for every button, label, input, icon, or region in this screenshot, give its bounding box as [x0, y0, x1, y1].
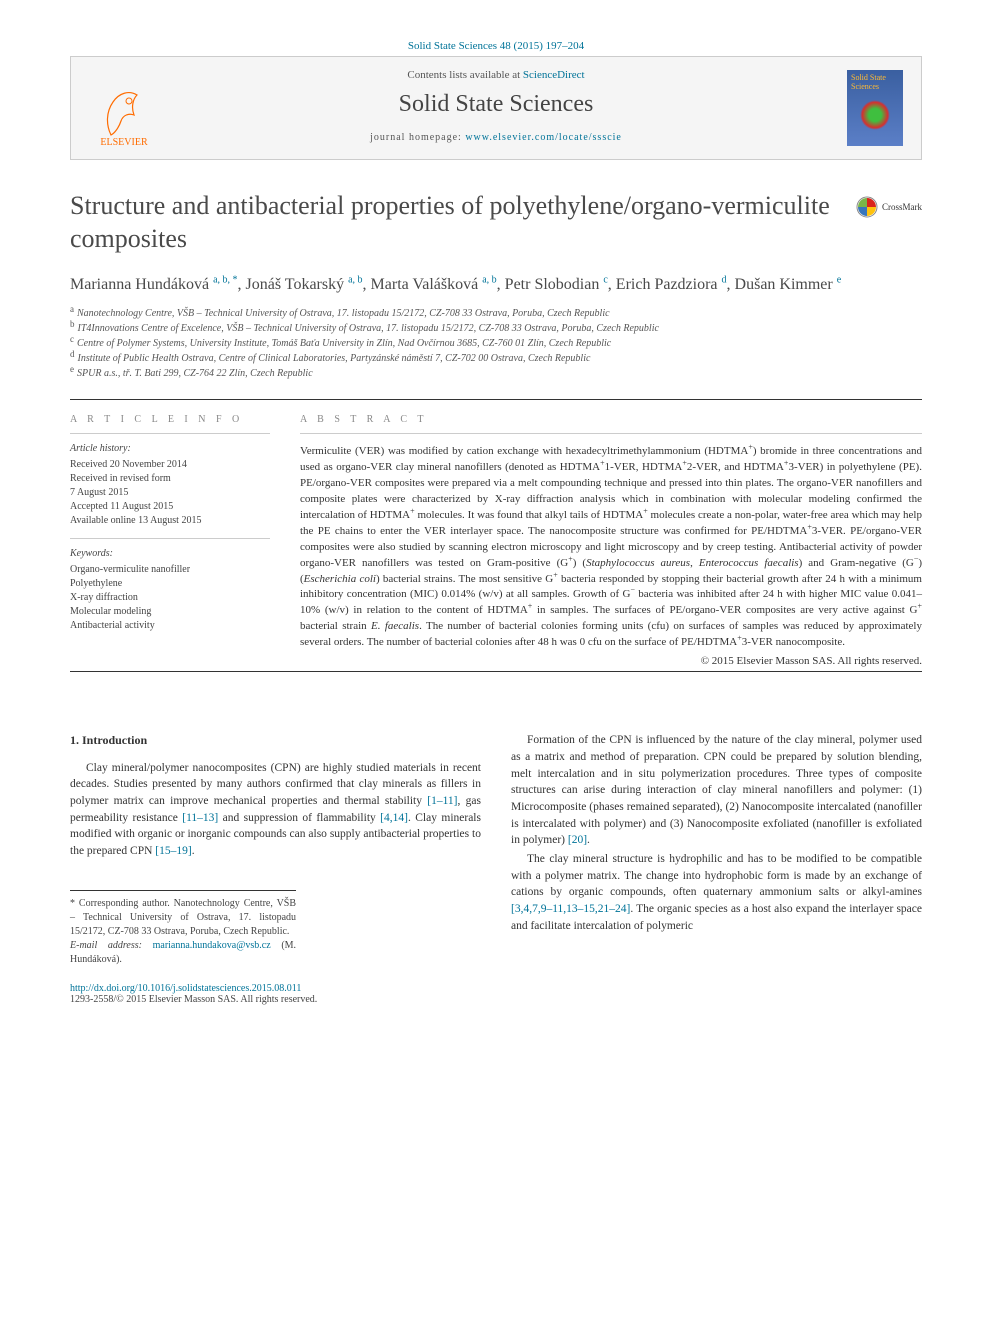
citation-bar: Solid State Sciences 48 (2015) 197–204	[70, 40, 922, 52]
doi-link[interactable]: http://dx.doi.org/10.1016/j.solidstatesc…	[70, 983, 301, 994]
journal-cover-thumbnail: Solid State Sciences	[847, 70, 903, 146]
sciencedirect-link[interactable]: ScienceDirect	[523, 69, 585, 81]
journal-name: Solid State Sciences	[71, 91, 921, 118]
abstract-label: A B S T R A C T	[300, 404, 922, 433]
section-heading: 1. Introduction	[70, 732, 481, 749]
paragraph: Formation of the CPN is influenced by th…	[511, 732, 922, 849]
article-info-label: A R T I C L E I N F O	[70, 404, 270, 433]
elsevier-logo: ELSEVIER	[89, 68, 159, 148]
page-footer: http://dx.doi.org/10.1016/j.solidstatesc…	[70, 983, 922, 1005]
body-text: 1. Introduction Clay mineral/polymer nan…	[70, 732, 922, 966]
contents-line: Contents lists available at ScienceDirec…	[71, 69, 921, 81]
homepage-line: journal homepage: www.elsevier.com/locat…	[71, 132, 921, 143]
article-history: Article history: Received 20 November 20…	[70, 433, 270, 538]
email-link[interactable]: marianna.hundakova@vsb.cz	[153, 940, 271, 951]
author-list: Marianna Hundáková a, b, *, Jonáš Tokars…	[70, 273, 922, 297]
keywords-block: Keywords: Organo-vermiculite nanofillerP…	[70, 538, 270, 643]
crossmark-badge[interactable]: CrossMark	[856, 196, 922, 218]
paragraph: Clay mineral/polymer nanocomposites (CPN…	[70, 760, 481, 860]
abstract-copyright: © 2015 Elsevier Masson SAS. All rights r…	[300, 655, 922, 667]
corresponding-footnote: * Corresponding author. Nanotechnology C…	[70, 890, 296, 967]
journal-header: ELSEVIER Solid State Sciences Contents l…	[70, 56, 922, 160]
homepage-link[interactable]: www.elsevier.com/locate/ssscie	[465, 132, 622, 143]
affiliations: aNanotechnology Centre, VŠB – Technical …	[70, 307, 922, 381]
article-title: Structure and antibacterial properties o…	[70, 190, 836, 255]
abstract-text: Vermiculite (VER) was modified by cation…	[300, 434, 922, 651]
paragraph: The clay mineral structure is hydrophili…	[511, 851, 922, 934]
